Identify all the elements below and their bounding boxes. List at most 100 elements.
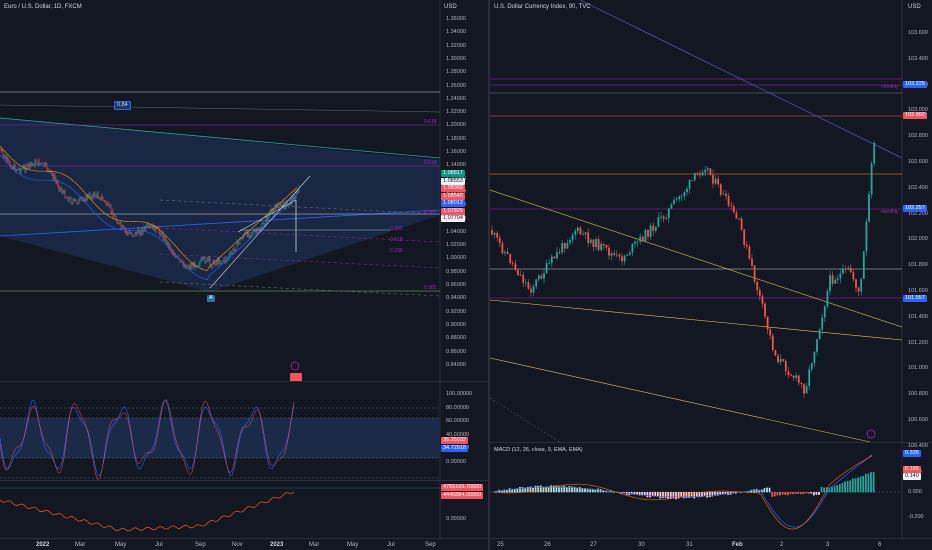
candle-body bbox=[805, 385, 808, 394]
price-tag: 1.08540 bbox=[441, 192, 465, 200]
candle-body bbox=[509, 253, 512, 264]
macd-histogram-bar bbox=[706, 492, 709, 498]
macd-histogram-bar bbox=[500, 490, 503, 493]
candle-body bbox=[576, 227, 579, 232]
macd-histogram-bar bbox=[755, 488, 758, 493]
macd-histogram-bar bbox=[594, 489, 597, 493]
macd-histogram-bar bbox=[638, 492, 641, 496]
candle-body bbox=[519, 274, 522, 276]
price-tag: 1.08553 bbox=[441, 177, 465, 185]
macd-histogram-bar bbox=[698, 492, 701, 498]
dxy-chart-canvas[interactable] bbox=[490, 0, 932, 550]
macd-histogram-bar bbox=[656, 492, 659, 497]
macd-histogram-bar bbox=[859, 476, 862, 493]
fib-level-label: 0.618 bbox=[390, 237, 403, 243]
macd-histogram-bar bbox=[664, 492, 667, 498]
time-axis-tick: Sep bbox=[195, 542, 206, 548]
macd-histogram-bar bbox=[558, 486, 560, 493]
candle-body bbox=[683, 192, 686, 197]
macd-histogram-bar bbox=[526, 486, 529, 493]
macd-histogram-bar bbox=[693, 492, 696, 499]
candle-body bbox=[748, 246, 751, 259]
event-marker-icon bbox=[866, 429, 876, 439]
candle-body bbox=[618, 254, 621, 257]
oscillator-pane-divider[interactable] bbox=[0, 480, 488, 481]
macd-histogram-bar bbox=[607, 491, 610, 493]
macd-pane-divider[interactable] bbox=[490, 442, 932, 443]
price-axis-tick: 1.30000 bbox=[446, 55, 466, 62]
candle-body bbox=[777, 355, 779, 363]
candle-body bbox=[865, 221, 868, 252]
macd-histogram-bar bbox=[831, 487, 833, 493]
candle-body bbox=[855, 279, 857, 288]
pivot-point-label[interactable]: A bbox=[207, 295, 215, 302]
price-tag: 102.257 bbox=[903, 205, 927, 212]
macd-histogram-bar bbox=[550, 485, 553, 493]
dxy-time-axis[interactable] bbox=[490, 538, 932, 550]
stochastic-pane-divider[interactable] bbox=[0, 381, 488, 382]
time-axis-tick: 31 bbox=[686, 542, 693, 548]
candle-body bbox=[556, 252, 558, 259]
candle-body bbox=[527, 282, 530, 289]
stochastic-axis-tick: 0.00000 bbox=[446, 458, 466, 465]
candle-body bbox=[574, 231, 577, 235]
fib-level-line bbox=[159, 227, 441, 243]
macd-histogram-bar bbox=[779, 492, 781, 496]
macd-histogram-bar bbox=[760, 489, 763, 493]
macd-axis-tick: -0.200 bbox=[908, 514, 924, 520]
macd-histogram-bar bbox=[578, 487, 581, 493]
eurusd-time-axis[interactable] bbox=[0, 538, 488, 550]
dxy-chart-pane[interactable]: U.S. Dollar Currency Index, 90, TVC USD … bbox=[490, 0, 932, 550]
wave-label[interactable]: 0.84 bbox=[114, 101, 131, 110]
time-axis-tick: May bbox=[347, 542, 359, 548]
candle-body bbox=[647, 230, 649, 237]
eurusd-chart-title: Euro / U.S. Dollar, 1D, FXCM bbox=[4, 4, 82, 10]
price-tag: 1.08012 bbox=[441, 200, 465, 207]
macd-histogram-bar bbox=[690, 492, 693, 498]
candle-body bbox=[589, 239, 592, 243]
candle-body bbox=[836, 278, 839, 280]
candle-body bbox=[735, 212, 738, 219]
macd-histogram-bar bbox=[573, 486, 576, 493]
candle-body bbox=[608, 247, 610, 256]
time-axis-tick: Feb bbox=[732, 542, 743, 548]
candle-body bbox=[493, 232, 496, 235]
macd-histogram-bar bbox=[812, 492, 815, 496]
eurusd-chart-canvas[interactable] bbox=[0, 0, 488, 550]
candle-body bbox=[810, 363, 813, 370]
candle-body bbox=[545, 263, 548, 274]
macd-histogram-bar bbox=[643, 492, 646, 496]
eurusd-chart-pane[interactable]: Euro / U.S. Dollar, 1D, FXCM USD 1.36000… bbox=[0, 0, 490, 550]
candle-body bbox=[623, 255, 626, 262]
macd-histogram-bar bbox=[649, 492, 651, 498]
candle-body bbox=[636, 241, 639, 243]
eurusd-currency-label: USD bbox=[444, 4, 457, 10]
macd-histogram-bar bbox=[604, 491, 607, 493]
macd-histogram-bar bbox=[633, 492, 636, 495]
candle-body bbox=[506, 252, 509, 254]
fib-level-line bbox=[159, 199, 441, 215]
candle-body bbox=[605, 245, 608, 248]
price-tag: 1.08366 bbox=[441, 185, 465, 192]
dxy-chart-title: U.S. Dollar Currency Index, 90, TVC bbox=[494, 4, 591, 10]
candle-body bbox=[870, 163, 873, 195]
price-axis-tick: 1.36000 bbox=[446, 16, 466, 22]
macd-signal-line bbox=[493, 455, 873, 530]
candle-body bbox=[641, 236, 644, 242]
macd-histogram-bar bbox=[789, 492, 792, 495]
fib-level-label: 0.618 bbox=[424, 119, 437, 125]
candle-body bbox=[621, 256, 623, 262]
candle-body bbox=[803, 384, 805, 394]
macd-histogram-bar bbox=[623, 492, 625, 493]
candle-body bbox=[795, 375, 798, 378]
candle-body bbox=[688, 179, 691, 189]
macd-histogram-bar bbox=[828, 487, 831, 493]
price-axis-tick: 102.400 bbox=[908, 184, 928, 191]
candle-body bbox=[738, 218, 740, 220]
macd-histogram-bar bbox=[669, 492, 672, 499]
macd-histogram-bar bbox=[818, 492, 820, 495]
time-axis-tick: May bbox=[115, 542, 127, 548]
candle-body bbox=[558, 252, 561, 253]
macd-histogram-bar bbox=[786, 492, 789, 496]
price-axis-tick: 1.24000 bbox=[446, 95, 466, 102]
